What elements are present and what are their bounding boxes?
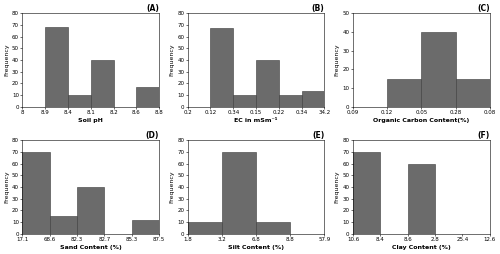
Bar — [45, 27, 68, 107]
Bar — [188, 222, 222, 234]
X-axis label: Silt Content (%): Silt Content (%) — [228, 245, 284, 250]
Bar — [408, 164, 435, 234]
Y-axis label: Frequency: Frequency — [170, 44, 174, 76]
Bar — [222, 152, 256, 234]
Bar — [422, 32, 456, 107]
Bar — [234, 95, 256, 107]
Bar — [279, 95, 301, 107]
Y-axis label: Frequency: Frequency — [334, 44, 340, 76]
Bar — [132, 220, 159, 234]
Y-axis label: Frequency: Frequency — [170, 171, 174, 203]
Bar — [302, 91, 324, 107]
Bar — [353, 152, 380, 234]
Bar — [210, 28, 234, 107]
Bar — [91, 60, 114, 107]
Bar — [256, 222, 290, 234]
Y-axis label: Frequency: Frequency — [4, 44, 9, 76]
X-axis label: EC in mSm⁻¹: EC in mSm⁻¹ — [234, 118, 278, 123]
X-axis label: Soil pH: Soil pH — [78, 118, 103, 123]
Bar — [22, 152, 50, 234]
Bar — [256, 60, 279, 107]
X-axis label: Clay Content (%): Clay Content (%) — [392, 245, 450, 250]
Text: (A): (A) — [146, 4, 159, 13]
Y-axis label: Frequency: Frequency — [4, 171, 9, 203]
Text: (D): (D) — [146, 131, 159, 140]
Bar — [50, 216, 77, 234]
Bar — [456, 78, 490, 107]
Bar — [77, 187, 104, 234]
Text: (E): (E) — [312, 131, 324, 140]
Bar — [136, 87, 159, 107]
Text: (B): (B) — [312, 4, 324, 13]
Y-axis label: Frequency: Frequency — [334, 171, 340, 203]
Bar — [68, 95, 91, 107]
Bar — [387, 78, 422, 107]
Text: (F): (F) — [478, 131, 490, 140]
X-axis label: Organic Carbon Content(%): Organic Carbon Content(%) — [373, 118, 470, 123]
X-axis label: Sand Content (%): Sand Content (%) — [60, 245, 122, 250]
Text: (C): (C) — [477, 4, 490, 13]
